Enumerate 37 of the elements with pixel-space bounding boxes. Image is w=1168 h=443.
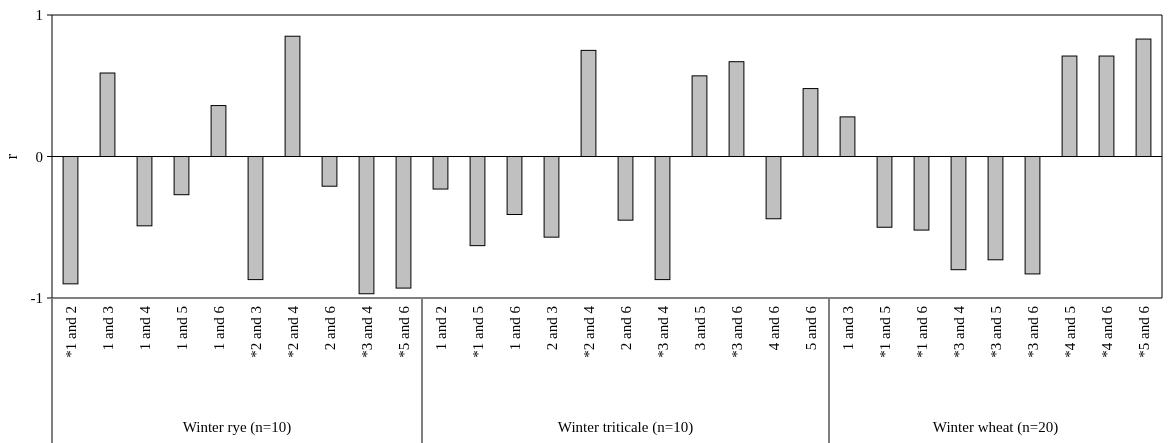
y-axis-title: r: [3, 153, 20, 160]
x-tick-label: *3 and 5: [987, 306, 1004, 358]
x-tick-label: *1 and 5: [469, 306, 486, 358]
x-tick-label: *3 and 4: [654, 305, 671, 358]
x-tick-label: *4 and 5: [1061, 306, 1078, 358]
x-axis-title: Winter triticale (n=10): [557, 419, 694, 436]
x-tick-label: *2 and 4: [284, 305, 301, 358]
x-tick-label: 2 and 6: [617, 305, 634, 351]
x-tick-label: 2 and 6: [321, 305, 338, 351]
x-tick-label: *1 and 2: [62, 306, 79, 358]
x-tick-label: *3 and 6: [1024, 305, 1041, 358]
x-tick-label: 1 and 2: [432, 306, 449, 351]
x-axis-title: Winter rye (n=10): [182, 419, 292, 436]
x-tick-label: 1 and 5: [173, 306, 190, 351]
x-tick-label: 1 and 3: [99, 306, 116, 351]
x-tick-label: *3 and 4: [358, 305, 375, 358]
x-tick-label: 5 and 6: [802, 305, 819, 351]
x-axis-title: Winter wheat (n=20): [932, 419, 1059, 436]
x-tick-label: *2 and 4: [580, 305, 597, 358]
x-tick-label: 1 and 3: [839, 306, 856, 351]
x-tick-label: *3 and 4: [950, 305, 967, 358]
x-tick-label: *4 and 6: [1098, 305, 1115, 358]
x-tick-label: *5 and 6: [1135, 305, 1152, 358]
y-tick-label: 1: [35, 7, 43, 23]
x-tick-label: *5 and 6: [395, 305, 412, 358]
x-tick-label: 1 and 6: [210, 305, 227, 351]
x-tick-label: *1 and 6: [913, 305, 930, 358]
x-tick-label: 4 and 6: [765, 305, 782, 351]
x-tick-label: *2 and 3: [247, 306, 264, 358]
x-tick-label: 1 and 6: [506, 305, 523, 351]
y-tick-label: -1: [30, 290, 43, 306]
x-tick-label: 1 and 4: [136, 305, 153, 351]
x-tick-label: 3 and 5: [691, 306, 708, 351]
x-tick-label: *1 and 5: [876, 306, 893, 358]
x-tick-label: *3 and 6: [728, 305, 745, 358]
y-tick-label: 0: [35, 148, 43, 165]
x-tick-label: 2 and 3: [543, 306, 560, 351]
